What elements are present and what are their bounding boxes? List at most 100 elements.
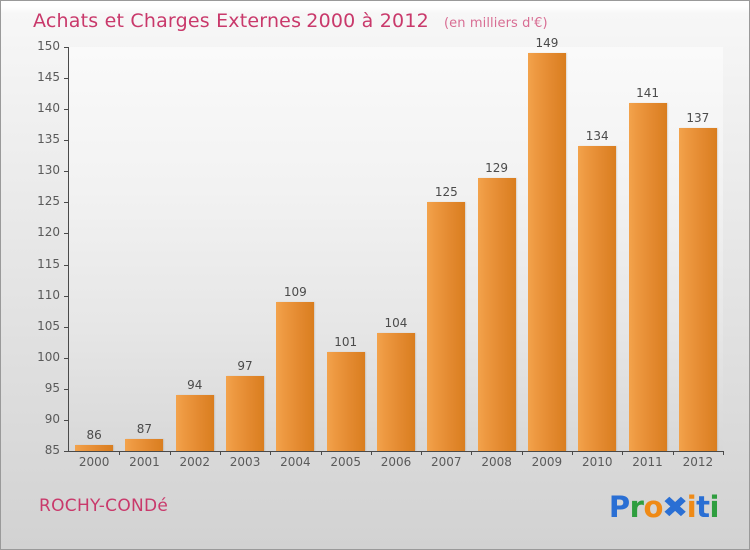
x-axis-tick-label: 2006 xyxy=(380,455,412,469)
x-axis-tick-mark xyxy=(622,451,623,455)
x-axis-tick-mark xyxy=(119,451,120,455)
x-axis-tick-label: 2000 xyxy=(78,455,110,469)
x-axis-tick-mark xyxy=(371,451,372,455)
bar-slot: 141 xyxy=(622,47,672,451)
x-axis-tick-mark xyxy=(421,451,422,455)
bar-slot: 87 xyxy=(119,47,169,451)
y-axis-tick: 120 xyxy=(1,225,69,239)
title-main-text: Achats et Charges Externes xyxy=(33,10,302,32)
bar-slot: 134 xyxy=(572,47,622,451)
bar-value-label: 134 xyxy=(585,129,609,144)
x-axis-tick-label: 2002 xyxy=(179,455,211,469)
bar[interactable]: 137 xyxy=(678,111,717,451)
bar[interactable]: 86 xyxy=(75,428,114,451)
logo-letter-x-icon: ✖ xyxy=(661,490,689,524)
bar[interactable]: 109 xyxy=(276,285,315,451)
bar[interactable]: 149 xyxy=(527,36,566,451)
y-axis-tick: 95 xyxy=(1,381,69,395)
bar-value-label: 87 xyxy=(136,421,153,436)
x-axis-tick-label: 2003 xyxy=(229,455,261,469)
y-axis-tick-label: 100 xyxy=(37,349,60,364)
proxiti-logo[interactable]: Pro✖iti xyxy=(609,490,720,524)
bar-value-label: 125 xyxy=(434,185,458,200)
x-axis-tick-label: 2011 xyxy=(632,455,663,469)
y-axis-tick-mark xyxy=(64,171,69,173)
y-axis-tick-label: 90 xyxy=(44,411,60,426)
x-axis-tick-label: 2009 xyxy=(531,455,563,469)
x-axis-tick-mark xyxy=(471,451,472,455)
y-axis-tick: 90 xyxy=(1,412,69,426)
y-axis-tick-label: 115 xyxy=(37,256,60,271)
y-axis-tick-mark xyxy=(64,202,69,204)
bar[interactable]: 94 xyxy=(175,378,214,451)
y-axis-tick-label: 135 xyxy=(37,132,60,147)
y-axis-tick-mark xyxy=(64,264,69,266)
y-axis-tick: 145 xyxy=(1,70,69,84)
logo-letter-o: o xyxy=(643,490,663,524)
bar[interactable]: 104 xyxy=(376,316,415,451)
bar[interactable]: 97 xyxy=(226,359,265,451)
y-axis-tick-mark xyxy=(64,109,69,111)
chart-title: Achats et Charges Externes 2000 à 2012 (… xyxy=(33,10,548,32)
bar[interactable]: 87 xyxy=(125,422,164,451)
bar-slot: 104 xyxy=(371,47,421,451)
y-axis-tick: 115 xyxy=(1,257,69,271)
bar-slot: 137 xyxy=(673,47,723,451)
y-axis-tick-label: 110 xyxy=(37,287,60,302)
logo-letter-i-first: i xyxy=(686,490,697,524)
bar-value-label: 129 xyxy=(485,160,509,175)
y-axis-tick-label: 120 xyxy=(37,225,60,240)
y-axis-tick: 130 xyxy=(1,163,69,177)
logo-letter-i-second: i xyxy=(709,490,720,524)
bar-value-label: 149 xyxy=(535,36,559,51)
bar-slot: 86 xyxy=(69,47,119,451)
commune-name-label: ROCHY-CONDé xyxy=(39,496,169,516)
x-axis-tick-label: 2005 xyxy=(330,455,361,469)
logo-letter-r: r xyxy=(629,490,644,524)
bar-value-label: 104 xyxy=(384,315,408,330)
x-axis-tick-mark xyxy=(321,451,322,455)
bar[interactable]: 101 xyxy=(326,335,365,451)
y-axis-tick-mark xyxy=(64,357,69,359)
y-axis-tick-label: 145 xyxy=(37,70,60,85)
title-unit-text: (en milliers d'€) xyxy=(444,16,548,31)
y-axis-tick-label: 125 xyxy=(37,194,60,209)
y-axis-tick-label: 105 xyxy=(37,318,60,333)
x-axis-tick-label: 2012 xyxy=(682,455,714,469)
y-axis-tick-label: 140 xyxy=(37,101,60,116)
x-axis-tick-mark xyxy=(673,451,674,455)
x-axis-tick-label: 2010 xyxy=(581,455,613,469)
y-axis-tick-label: 85 xyxy=(44,443,60,457)
y-axis-tick-label: 95 xyxy=(44,380,60,395)
bar[interactable]: 141 xyxy=(628,86,667,451)
y-axis-tick-mark xyxy=(64,388,69,390)
x-axis-tick-mark xyxy=(170,451,171,455)
bar-slot: 129 xyxy=(471,47,521,451)
bar[interactable]: 129 xyxy=(477,161,516,451)
y-axis-tick-mark xyxy=(64,233,69,235)
bar[interactable]: 134 xyxy=(578,129,617,451)
bar-value-label: 94 xyxy=(187,378,203,393)
bar-value-label: 137 xyxy=(686,110,710,125)
x-axis-tick-mark xyxy=(270,451,271,455)
bar-value-label: 141 xyxy=(636,85,659,100)
bar-slot: 149 xyxy=(522,36,572,451)
y-axis-tick: 100 xyxy=(1,350,69,364)
x-axis-line xyxy=(68,451,723,452)
y-axis-line xyxy=(68,47,69,452)
y-axis-tick-mark xyxy=(64,295,69,297)
y-axis-tick: 125 xyxy=(1,194,69,208)
y-axis-tick: 135 xyxy=(1,132,69,146)
y-axis-tick-mark xyxy=(64,419,69,421)
y-axis-tick-mark xyxy=(64,140,69,142)
x-axis-tick-label: 2008 xyxy=(481,455,512,469)
bar-slot: 101 xyxy=(321,47,371,451)
y-axis-tick-label: 150 xyxy=(37,39,60,53)
y-axis-tick-mark xyxy=(64,451,69,452)
bar-value-label: 86 xyxy=(86,427,102,442)
bar-value-label: 101 xyxy=(334,334,358,349)
bar[interactable]: 125 xyxy=(427,185,466,451)
y-axis-tick-mark xyxy=(64,78,69,80)
y-axis-tick-mark xyxy=(64,47,69,48)
x-axis-tick-label: 2001 xyxy=(129,455,160,469)
